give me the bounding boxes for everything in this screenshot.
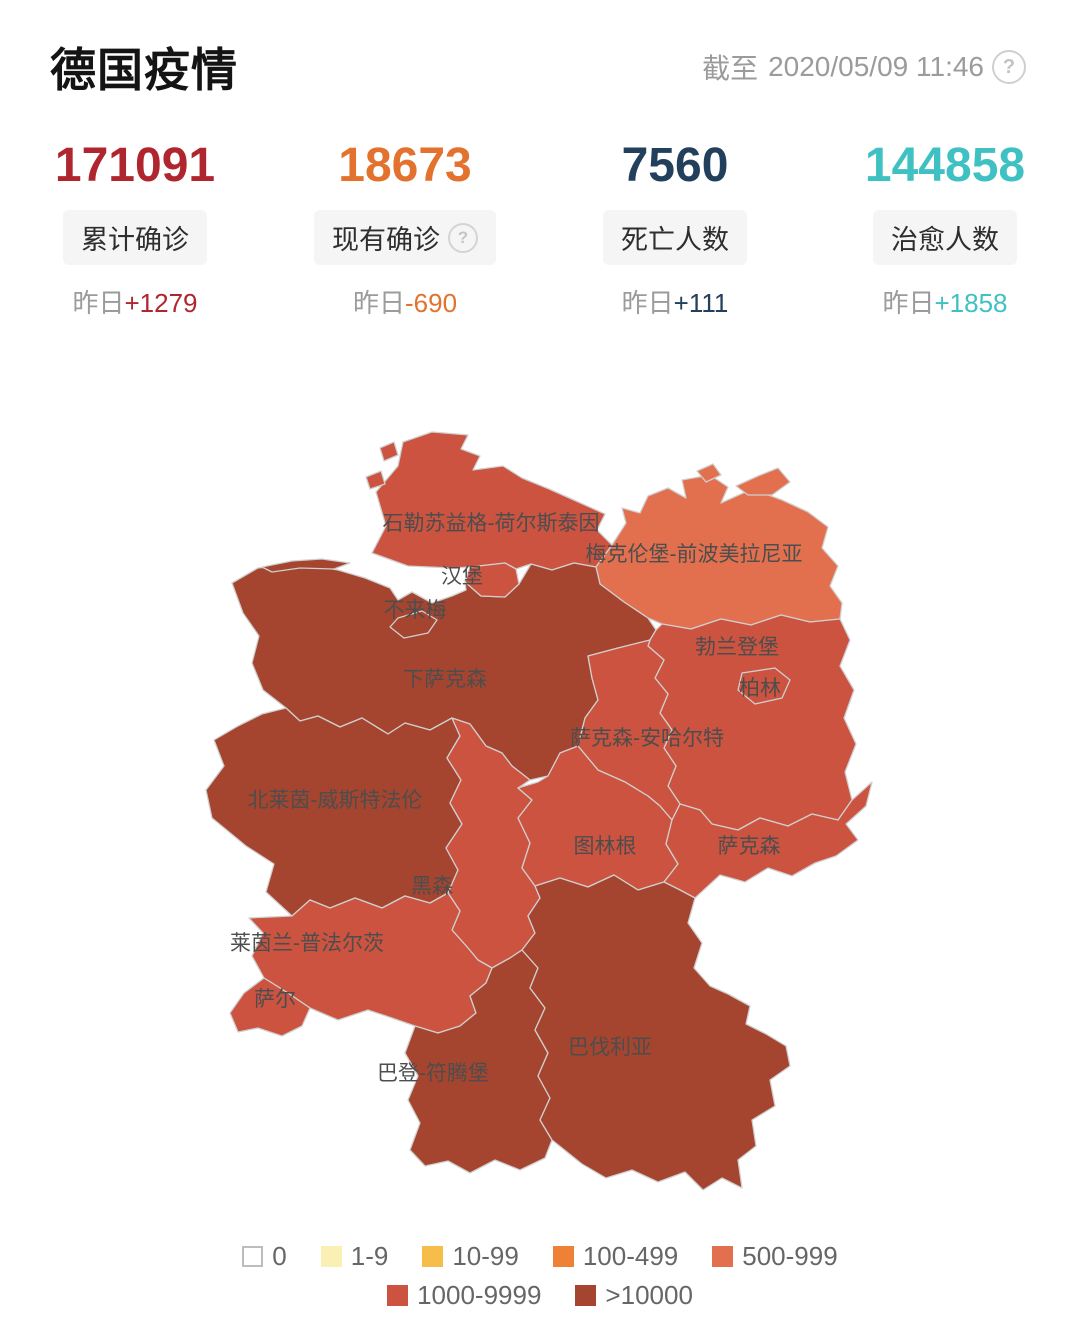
stat-label: 死亡人数 — [603, 210, 747, 265]
legend-item-10-99: 10-99 — [422, 1241, 519, 1272]
stats-row: 171091 累计确诊 昨日+1279 18673 现有确诊? 昨日-690 7… — [0, 142, 1080, 320]
legend-label: 0 — [272, 1241, 287, 1271]
state-label-brandenburg: 勃兰登堡 — [695, 636, 779, 659]
legend-item->10000: >10000 — [575, 1280, 693, 1311]
state-label-baden-wuerttemberg: 巴登-符腾堡 — [377, 1062, 489, 1085]
stat-card-cumulative-confirmed: 171091 累计确诊 昨日+1279 — [0, 142, 270, 320]
state-label-rheinland-pfalz: 莱茵兰-普法尔茨 — [230, 932, 384, 955]
state-label-saarland: 萨尔 — [254, 988, 296, 1011]
legend-swatch-icon — [320, 1246, 342, 1267]
state-label-thueringen: 图林根 — [574, 835, 637, 858]
legend-swatch-icon — [387, 1285, 409, 1306]
timestamp: 2020/05/09 11:46 — [768, 51, 984, 82]
legend-swatch-icon — [242, 1246, 264, 1267]
as-of-timestamp: 截至 2020/05/09 11:46 ? — [702, 47, 1026, 87]
page-title: 德国疫情 — [50, 44, 238, 96]
legend-label: 500-999 — [742, 1241, 838, 1271]
stat-label: 累计确诊 — [63, 210, 207, 265]
stat-value: 18673 — [338, 139, 472, 192]
island-ruegen[interactable] — [735, 467, 791, 496]
legend-swatch-icon — [422, 1246, 444, 1267]
stat-value: 144858 — [864, 139, 1026, 192]
stat-delta: 昨日+1858 — [882, 288, 1008, 318]
island-baltic-small[interactable] — [696, 463, 722, 483]
legend-item-1000-9999: 1000-9999 — [387, 1280, 541, 1311]
state-label-sachsen: 萨克森 — [718, 835, 781, 858]
legend-label: 1000-9999 — [417, 1280, 542, 1310]
state-label-bremen: 不来梅 — [384, 599, 447, 622]
stat-delta: 昨日+111 — [621, 288, 729, 318]
legend-swatch-icon — [575, 1285, 597, 1306]
stat-delta: 昨日-690 — [352, 288, 458, 318]
legend-label: 1-9 — [350, 1241, 389, 1271]
state-label-niedersachsen: 下萨克森 — [403, 668, 487, 691]
island-east-frisian-strip[interactable] — [261, 558, 351, 573]
state-shape-bremen[interactable] — [389, 610, 438, 639]
state-shape-berlin[interactable] — [737, 667, 791, 705]
stat-label: 治愈人数 — [873, 210, 1017, 265]
legend-item-0: 0 — [242, 1241, 287, 1272]
legend-item-500-999: 500-999 — [712, 1241, 838, 1272]
state-label-mecklenburg-vorpommern: 梅克伦堡-前波美拉尼亚 — [586, 543, 803, 566]
state-label-bayern: 巴伐利亚 — [568, 1036, 652, 1059]
legend-label: 100-499 — [582, 1241, 679, 1271]
state-shape-hamburg[interactable] — [464, 562, 520, 598]
germany-choropleth-map: 石勒苏益格-荷尔斯泰因梅克伦堡-前波美拉尼亚汉堡不来梅下萨克森 勃兰登堡柏林萨克森… — [0, 413, 1080, 1233]
as-of-label: 截至 — [702, 53, 759, 84]
help-icon[interactable]: ? — [992, 50, 1026, 84]
legend-swatch-icon — [552, 1246, 574, 1267]
state-shape-sachsen-anhalt[interactable] — [577, 639, 681, 821]
state-label-schleswig-holstein: 石勒苏益格-荷尔斯泰因 — [383, 512, 600, 535]
island-north-frisian-2[interactable] — [365, 470, 386, 490]
state-label-hessen: 黑森 — [411, 875, 453, 898]
page-header: 德国疫情 截至 2020/05/09 11:46 ? — [0, 34, 1080, 100]
stat-card-cured: 144858 治愈人数 昨日+1858 — [810, 142, 1080, 320]
island-north-frisian-1[interactable] — [379, 441, 399, 462]
legend-label: >10000 — [605, 1280, 693, 1310]
state-label-berlin: 柏林 — [739, 677, 781, 700]
state-label-sachsen-anhalt: 萨克森-安哈尔特 — [570, 727, 724, 750]
stat-value: 171091 — [54, 139, 216, 192]
legend-label: 10-99 — [452, 1241, 519, 1271]
help-icon[interactable]: ? — [448, 222, 478, 253]
map-legend: 0 1-9 10-99 100-499 500-999 1000-9999 >10000 — [0, 1241, 1080, 1311]
state-shape-bayern[interactable] — [521, 874, 791, 1191]
legend-swatch-icon — [712, 1246, 734, 1267]
stat-card-deaths: 7560 死亡人数 昨日+111 — [540, 142, 810, 320]
stat-delta: 昨日+1279 — [72, 288, 198, 318]
state-shape-saarland[interactable] — [229, 977, 311, 1037]
legend-item-1-9: 1-9 — [320, 1241, 389, 1272]
state-shape-schleswig-holstein[interactable] — [371, 431, 613, 571]
state-label-nordrhein-westfalen: 北莱茵-威斯特法伦 — [248, 789, 423, 812]
stat-card-current-confirmed: 18673 现有确诊? 昨日-690 — [270, 142, 540, 320]
legend-row: 0 1-9 10-99 100-499 500-999 — [0, 1241, 1080, 1272]
stat-label: 现有确诊? — [314, 210, 496, 265]
state-label-hamburg: 汉堡 — [441, 565, 483, 588]
legend-row: 1000-9999 >10000 — [0, 1280, 1080, 1311]
legend-item-100-499: 100-499 — [552, 1241, 679, 1272]
stat-value: 7560 — [621, 139, 729, 192]
